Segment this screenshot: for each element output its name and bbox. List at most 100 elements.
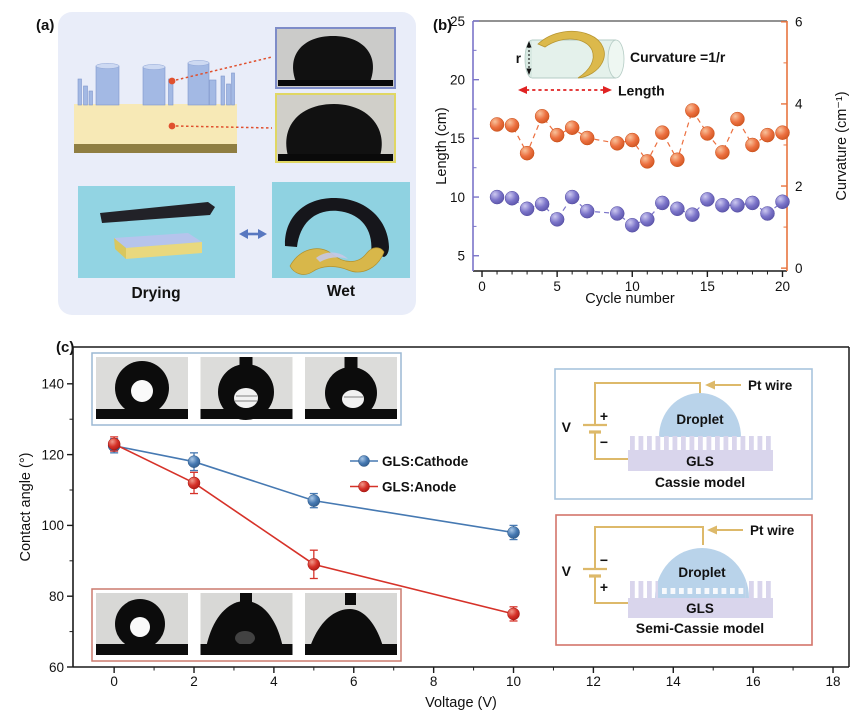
chart-b-ylabel-left: Length (cm) <box>434 107 450 184</box>
droplet-highlight <box>234 388 258 408</box>
x-tick-label: 14 <box>666 674 682 689</box>
y-tick-label: 80 <box>49 589 64 604</box>
panel-a: (a) <box>36 12 416 315</box>
point-Length-0 <box>489 189 505 205</box>
slab-top <box>114 233 202 248</box>
cassie-title: Cassie model <box>655 474 745 490</box>
y-left-tick-label: 20 <box>450 72 465 87</box>
substrate <box>74 104 237 144</box>
point-Curvature-8 <box>625 132 640 148</box>
photo-wet <box>272 182 410 278</box>
plus-sign: + <box>600 408 608 424</box>
legend-label-cathode: GLS:Cathode <box>382 454 469 469</box>
point-Length-8 <box>625 217 640 233</box>
point-Length-4 <box>549 212 565 227</box>
droplet-shape <box>655 548 749 598</box>
minus-sign: − <box>600 434 608 450</box>
photo-baseline <box>200 409 293 419</box>
point-GLS:Anode-1 <box>187 476 201 490</box>
radius-label: r <box>516 51 522 66</box>
panel-c-label: (c) <box>56 339 74 356</box>
point-Curvature-13 <box>700 126 715 141</box>
legend-marker-anode <box>358 480 370 493</box>
droplet-highlight <box>235 631 255 645</box>
gls-label: GLS <box>686 454 714 469</box>
point-Length-15 <box>730 198 745 213</box>
x-tick-label: 8 <box>430 674 438 689</box>
y-tick-label: 140 <box>41 377 64 392</box>
droplet-silhouette <box>293 36 373 82</box>
pillar <box>83 85 88 106</box>
point-Curvature-5 <box>564 120 580 135</box>
droplet-highlight <box>131 380 153 402</box>
series-line-GLS:Cathode <box>113 444 514 534</box>
point-Length-11 <box>670 201 685 217</box>
x-tick-label: 20 <box>775 279 790 294</box>
point-Curvature-4 <box>549 127 565 143</box>
needle <box>345 593 356 605</box>
point-GLS:Cathode-2 <box>307 494 321 507</box>
x-tick-label: 4 <box>270 674 278 689</box>
pillar <box>220 75 225 106</box>
pillar <box>77 78 82 106</box>
pillar-tops <box>95 60 210 70</box>
contact-angle-photo-flat <box>275 93 396 163</box>
droplet-shape <box>659 393 741 437</box>
wire-top <box>594 382 701 424</box>
droplet-label: Droplet <box>678 565 726 580</box>
point-Curvature-18 <box>775 125 790 140</box>
point-Curvature-12 <box>685 103 700 118</box>
point-Length-17 <box>760 206 775 221</box>
photo-baseline <box>278 154 393 161</box>
photo-baseline <box>96 409 188 419</box>
point-Curvature-0 <box>489 117 505 132</box>
contact-angle-photo-pillar <box>275 27 396 89</box>
annotation-dot-pillar <box>168 77 176 85</box>
y-right-tick-label: 0 <box>795 261 803 276</box>
point-Length-5 <box>564 189 580 205</box>
point-Curvature-15 <box>730 111 745 127</box>
slab-front <box>126 242 202 259</box>
radius-annotation: r <box>516 41 532 75</box>
wire-top <box>594 526 704 568</box>
legend-marker-cathode <box>358 455 370 467</box>
inset-photos-anode <box>91 588 402 662</box>
gls-pillars <box>630 436 771 451</box>
photo-baseline <box>305 409 397 419</box>
y-left-tick-label: 25 <box>450 14 465 29</box>
panel-c: (c) 0 2 4 6 8 10 12 14 16 18 60 80 100 120 140 Voltage… <box>18 339 850 711</box>
gls-base <box>628 450 773 471</box>
point-Curvature-11 <box>670 152 685 168</box>
chart-c-plot: 0 2 4 6 8 10 12 14 16 18 60 80 100 120 140 <box>41 346 850 689</box>
annotation-dot-substrate <box>168 122 176 130</box>
point-GLS:Anode-2 <box>307 558 321 571</box>
ribbon-inner-face <box>316 252 348 262</box>
pillar <box>209 79 217 106</box>
gls-base <box>628 598 773 618</box>
point-Curvature-17 <box>760 127 775 143</box>
radius-arrow-up <box>526 41 532 48</box>
point-Length-18 <box>775 194 790 210</box>
wetted-pillar-dashes <box>662 588 744 594</box>
series-line-GLS:Anode <box>113 443 514 615</box>
y-tick-label: 100 <box>41 518 64 533</box>
gls-label: GLS <box>686 601 714 616</box>
point-GLS:Anode-0 <box>107 437 121 451</box>
y-right-tick-label: 4 <box>795 97 803 112</box>
pillar-top <box>187 60 210 66</box>
photo-drying <box>78 186 235 278</box>
pillar-top <box>95 63 120 69</box>
point-Length-16 <box>745 195 760 211</box>
point-GLS:Anode-3 <box>507 607 520 621</box>
needle <box>344 357 358 370</box>
micropillar-schematic <box>74 60 237 153</box>
y-right-tick-label: 6 <box>795 15 803 30</box>
pillar <box>142 66 166 106</box>
voltage-label: V <box>562 563 572 579</box>
length-arrow-left <box>518 86 527 94</box>
gls-pillars-right <box>745 581 772 598</box>
arrow-head-right <box>258 229 267 239</box>
x-tick-label: 16 <box>746 674 761 689</box>
plus-sign: + <box>600 579 608 595</box>
